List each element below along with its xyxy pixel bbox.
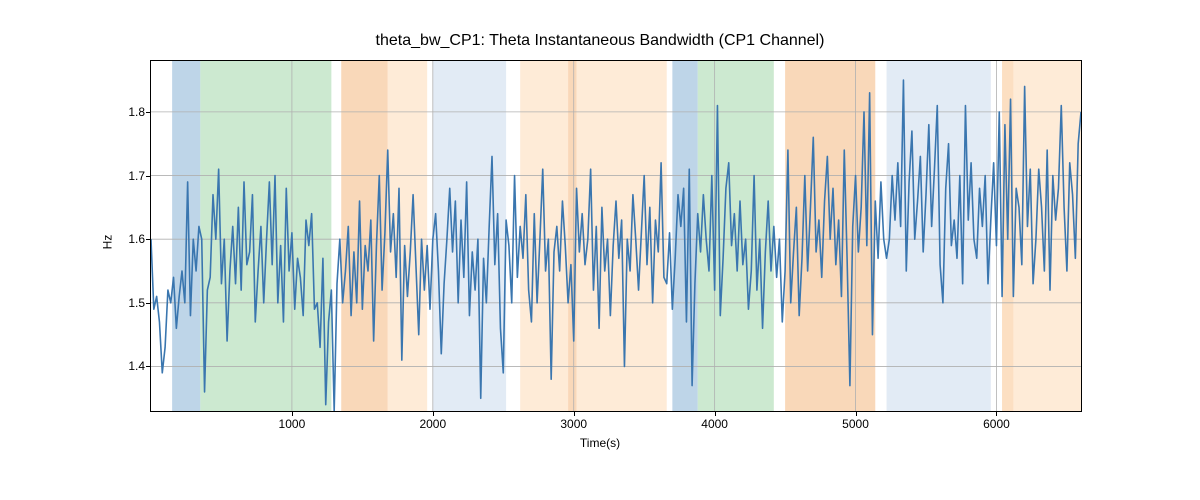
xtick-label: 1000 <box>279 411 306 431</box>
ytick-label: 1.6 <box>128 232 151 246</box>
figure: theta_bw_CP1: Theta Instantaneous Bandwi… <box>0 0 1200 500</box>
ytick-label: 1.4 <box>128 359 151 373</box>
chart-area-svg <box>151 61 1081 411</box>
segment-band <box>433 61 506 411</box>
y-axis-label: Hz <box>100 235 114 250</box>
plot-inner <box>151 61 1081 411</box>
xtick-label: 5000 <box>842 411 869 431</box>
ytick-label: 1.7 <box>128 169 151 183</box>
ytick-label: 1.5 <box>128 296 151 310</box>
segment-band <box>1002 61 1081 411</box>
xtick-label: 2000 <box>419 411 446 431</box>
xtick-label: 3000 <box>560 411 587 431</box>
chart-title: theta_bw_CP1: Theta Instantaneous Bandwi… <box>376 32 825 50</box>
xtick-label: 4000 <box>701 411 728 431</box>
plot-area: 1000200030004000500060001.41.51.61.71.8 <box>150 60 1082 412</box>
xtick-label: 6000 <box>983 411 1010 431</box>
x-axis-label: Time(s) <box>580 436 620 450</box>
ytick-label: 1.8 <box>128 105 151 119</box>
